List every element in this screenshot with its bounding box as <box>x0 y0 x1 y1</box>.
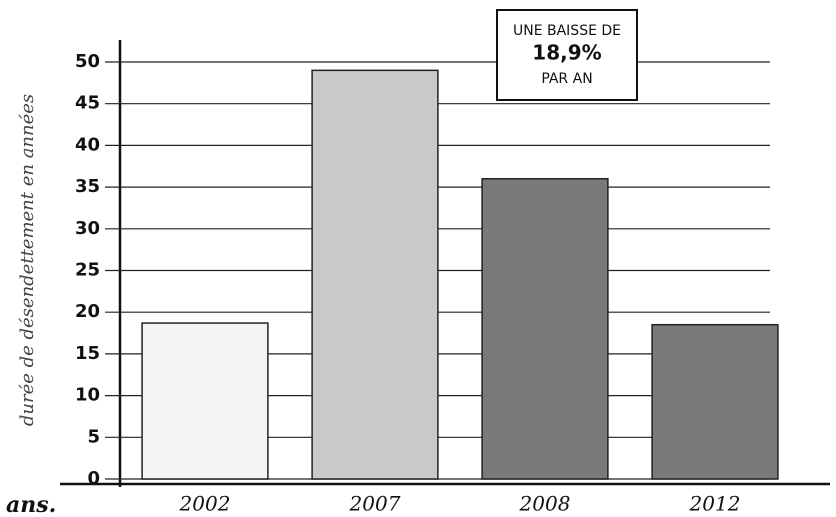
x-tick-label: 2012 <box>689 492 741 516</box>
bar <box>312 70 438 479</box>
bar <box>142 323 268 479</box>
x-tick-label: 2008 <box>519 492 571 516</box>
y-tick-label: 25 <box>75 260 100 281</box>
y-tick-label: 10 <box>75 385 100 406</box>
y-tick-label: 20 <box>75 301 100 322</box>
y-tick-label: 50 <box>75 51 100 72</box>
x-tick-label: 2007 <box>349 492 401 516</box>
annotation-text: 18,9% <box>532 41 601 65</box>
y-tick-label: 0 <box>87 468 100 489</box>
chart: durée de désendettement en années ans. 0… <box>0 0 836 517</box>
annotation-text: UNE BAISSE DE <box>513 23 621 39</box>
annotation-text: PAR AN <box>541 71 592 87</box>
bar <box>482 179 608 479</box>
y-tick-label: 30 <box>75 218 100 239</box>
y-tick-label: 40 <box>75 134 100 155</box>
x-tick-label: 2002 <box>179 492 231 516</box>
bar <box>652 325 778 479</box>
plot: 0 5 10 15 20 25 30 35 40 45 50 2002 2007 2008 2012 <box>75 51 778 516</box>
y-tick-label: 45 <box>75 93 100 114</box>
unit-label: ans. <box>6 492 56 517</box>
y-tick-label: 15 <box>75 343 100 364</box>
y-tick-label: 35 <box>75 176 100 197</box>
y-axis-label: durée de désendettement en années <box>17 94 38 426</box>
y-tick-label: 5 <box>87 426 100 447</box>
